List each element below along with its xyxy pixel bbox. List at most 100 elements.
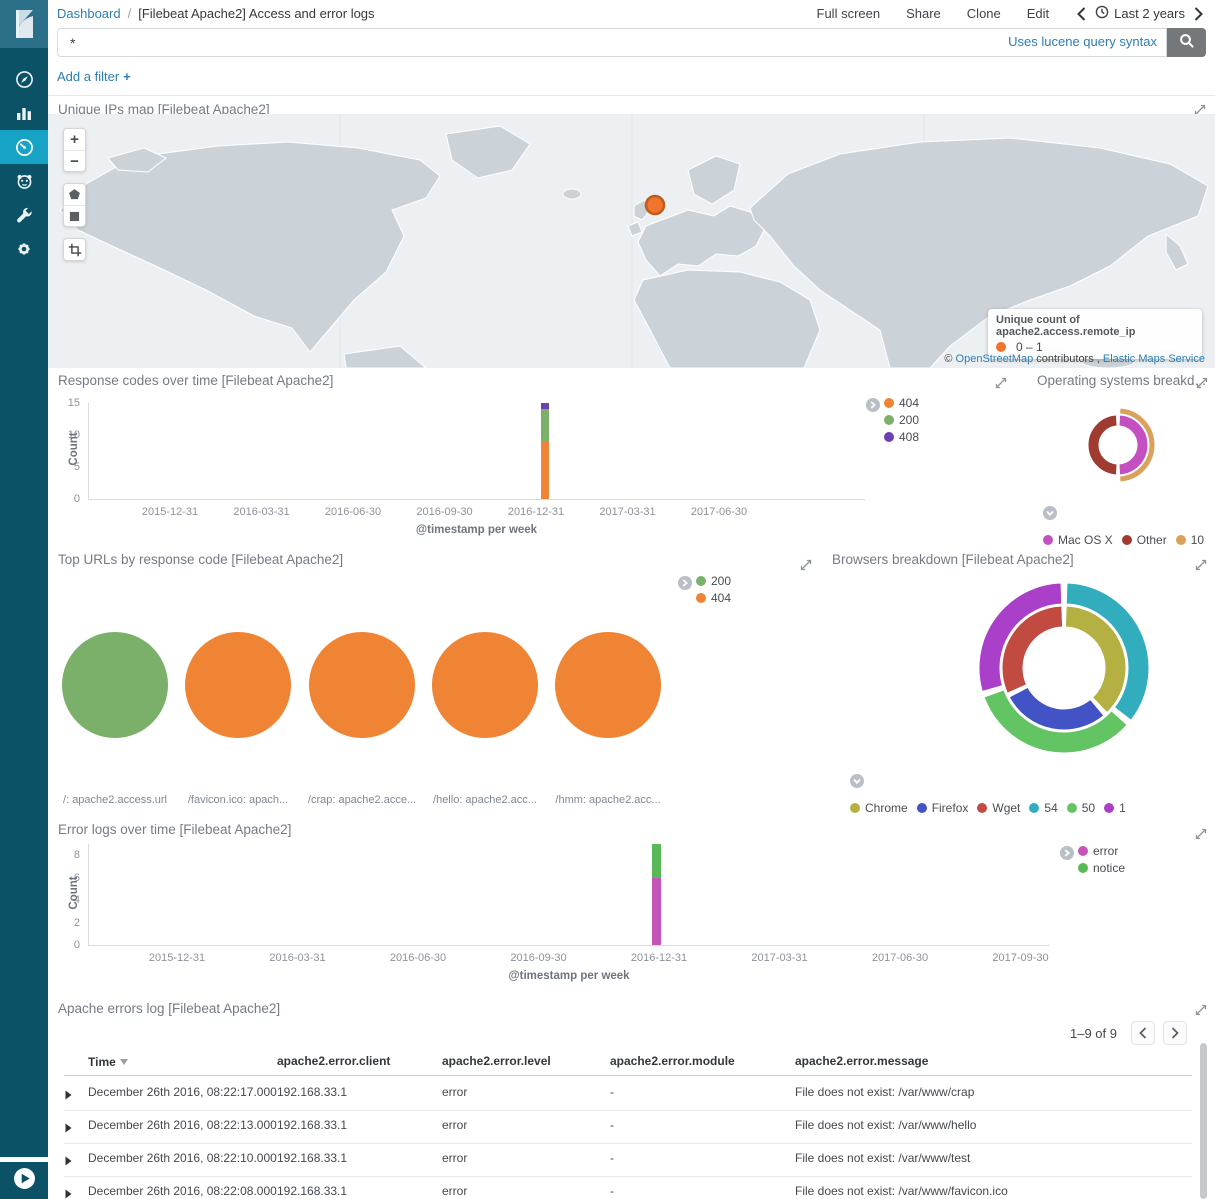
- search-input[interactable]: [57, 28, 1167, 57]
- action-edit[interactable]: Edit: [1026, 6, 1050, 21]
- donut-segment-Other[interactable]: [1087, 414, 1118, 476]
- draw-rectangle-button[interactable]: [64, 205, 85, 226]
- sidebar-item-dashboard[interactable]: [0, 130, 48, 164]
- donut-segment-10[interactable]: [1119, 407, 1156, 483]
- legend-item[interactable]: Firefox: [916, 799, 968, 816]
- time-forward-icon[interactable]: [1194, 6, 1203, 21]
- zoom-out-button[interactable]: −: [64, 150, 85, 171]
- openstreetmap-link[interactable]: OpenStreetMap: [955, 353, 1034, 365]
- donut-segment-50[interactable]: [983, 689, 1128, 754]
- expand-panel-icon[interactable]: [800, 558, 812, 571]
- expand-panel-icon[interactable]: [995, 376, 1007, 389]
- bar-segment-notice[interactable]: [651, 844, 661, 878]
- expand-row-icon[interactable]: [65, 1120, 72, 1138]
- lucene-syntax-link[interactable]: Uses lucene query syntax: [1008, 34, 1157, 49]
- panel-title: Apache errors log [Filebeat Apache2]: [58, 1001, 281, 1016]
- legend-toggle-icon[interactable]: [866, 398, 880, 417]
- elastic-maps-link[interactable]: Elastic Maps Service: [1102, 353, 1205, 365]
- url-pie-3[interactable]: [309, 632, 415, 738]
- expand-panel-icon[interactable]: [1195, 558, 1207, 571]
- legend-item[interactable]: error: [1078, 842, 1125, 859]
- sidebar-item-dev-tools[interactable]: [0, 198, 48, 232]
- sidebar-divider: [0, 1157, 48, 1162]
- donut-segment-Firefox[interactable]: [1008, 686, 1105, 731]
- url-pie-label: /favicon.ico: apach...: [187, 794, 289, 806]
- legend-toggle-icon[interactable]: [1060, 846, 1074, 865]
- url-pie-5[interactable]: [555, 632, 661, 738]
- breadcrumb-separator: /: [127, 6, 132, 21]
- legend-item[interactable]: 54: [1029, 799, 1058, 816]
- browsers-donut-chart[interactable]: [820, 548, 1215, 818]
- bar-segment-404[interactable]: [541, 441, 549, 499]
- legend-item[interactable]: Mac OS X: [1043, 531, 1113, 548]
- legend-toggle-icon[interactable]: [678, 576, 692, 595]
- url-pie-4[interactable]: [432, 632, 538, 738]
- legend-item-label: notice: [1093, 860, 1126, 875]
- table-scrollbar[interactable]: [1200, 1043, 1207, 1199]
- bar-segment-200[interactable]: [541, 409, 549, 442]
- x-tick-label: 2016-06-30: [389, 952, 447, 964]
- zoom-in-button[interactable]: +: [70, 131, 79, 148]
- legend-toggle-icon[interactable]: [850, 774, 1126, 793]
- bar-segment-error[interactable]: [651, 877, 661, 945]
- legend-item[interactable]: Other: [1121, 531, 1167, 548]
- time-back-icon[interactable]: [1077, 6, 1086, 21]
- sidebar-item-visualize[interactable]: [0, 96, 48, 130]
- map-marker-germany[interactable]: [644, 194, 666, 216]
- expand-row-icon[interactable]: [65, 1087, 72, 1105]
- legend-item[interactable]: 404: [884, 394, 919, 411]
- donut-segment-1[interactable]: [978, 582, 1063, 693]
- kibana-logo[interactable]: [0, 0, 48, 48]
- sidebar-item-timelion[interactable]: [0, 164, 48, 198]
- legend-dot: [1104, 802, 1115, 813]
- map-legend-title: Unique count of apache2.access.remote_ip: [996, 314, 1136, 338]
- breadcrumb-root[interactable]: Dashboard: [57, 6, 121, 21]
- search-button[interactable]: [1167, 28, 1206, 57]
- sidebar-item-discover[interactable]: [0, 62, 48, 96]
- x-tick-label: 2017-03-31: [599, 506, 656, 518]
- legend-item[interactable]: Wget: [977, 799, 1020, 816]
- donut-segment-54[interactable]: [1065, 582, 1150, 722]
- action-full-screen[interactable]: Full screen: [816, 6, 881, 21]
- time-range-button[interactable]: Last 2 years: [1095, 5, 1185, 22]
- sidebar-item-management[interactable]: [0, 232, 48, 266]
- legend-item[interactable]: 50: [1066, 799, 1095, 816]
- add-filter-link[interactable]: Add a filter +: [57, 69, 131, 84]
- column-header-apache2-error-level[interactable]: apache2.error.level: [442, 1054, 551, 1068]
- url-pie-2[interactable]: [185, 632, 291, 738]
- sidebar-collapse-button[interactable]: [0, 1162, 48, 1199]
- pagination-prev-button[interactable]: [1131, 1021, 1155, 1045]
- draw-polygon-button[interactable]: [64, 184, 85, 205]
- expand-panel-icon[interactable]: [1195, 1003, 1207, 1016]
- legend-item[interactable]: 404: [696, 589, 731, 606]
- expand-row-icon[interactable]: [65, 1153, 72, 1171]
- pagination-next-button[interactable]: [1163, 1021, 1187, 1045]
- fit-bounds-button[interactable]: [64, 239, 85, 260]
- action-clone[interactable]: Clone: [966, 6, 1001, 21]
- column-header-apache2-error-client[interactable]: apache2.error.client: [277, 1054, 391, 1068]
- donut-segment-Wget[interactable]: [1001, 605, 1064, 694]
- donut-segment-Mac-OS-X[interactable]: [1118, 414, 1149, 476]
- legend-item[interactable]: Chrome: [850, 799, 908, 816]
- legend-toggle-icon[interactable]: [1043, 506, 1204, 525]
- legend-item-label: Other: [1136, 532, 1167, 547]
- expand-panel-icon[interactable]: [1196, 376, 1208, 389]
- legend-item[interactable]: 1: [1104, 799, 1126, 816]
- cell-time: December 26th 2016, 08:22:10.000: [88, 1151, 277, 1165]
- os-donut-chart[interactable]: [1015, 390, 1215, 507]
- legend-item[interactable]: 200: [884, 411, 919, 428]
- donut-segment-Chrome[interactable]: [1064, 605, 1127, 714]
- x-tick-label: 2016-09-30: [510, 952, 567, 964]
- expand-panel-icon[interactable]: [1195, 827, 1207, 840]
- column-header-apache2-error-module[interactable]: apache2.error.module: [610, 1054, 735, 1068]
- expand-row-icon[interactable]: [65, 1186, 72, 1199]
- legend-item[interactable]: 408: [884, 428, 919, 445]
- url-pie-1[interactable]: [62, 632, 168, 738]
- bar-segment-408[interactable]: [541, 403, 549, 410]
- legend-item[interactable]: 200: [696, 572, 731, 589]
- column-header-apache2-error-message[interactable]: apache2.error.message: [795, 1054, 929, 1068]
- action-share[interactable]: Share: [906, 6, 941, 21]
- column-header-time[interactable]: Time: [88, 1054, 128, 1069]
- legend-item[interactable]: notice: [1078, 859, 1125, 876]
- legend-item[interactable]: 10: [1175, 531, 1204, 548]
